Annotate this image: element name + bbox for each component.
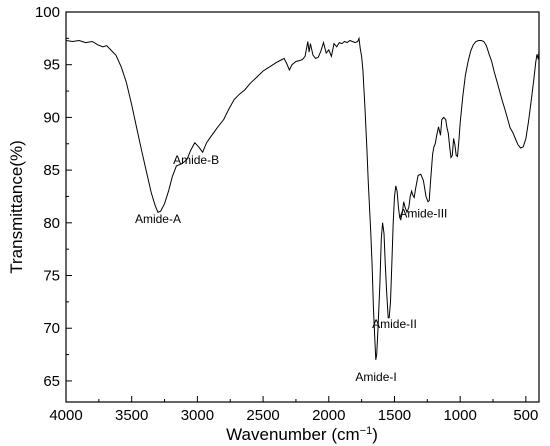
y-tick-label: 65 — [43, 373, 60, 390]
x-tick-label: 4000 — [49, 407, 82, 424]
x-tick-label: 2000 — [312, 407, 345, 424]
y-tick-label: 75 — [43, 268, 60, 285]
annotation-label: Amide-I — [355, 370, 396, 384]
annotation-label: Amide-II — [372, 317, 417, 331]
x-tick-label: 2500 — [246, 407, 279, 424]
annotation-label: Amide-III — [399, 207, 447, 221]
x-tick-label: 1000 — [443, 407, 476, 424]
x-tick-label: 3500 — [115, 407, 148, 424]
axis-ticks: 4000 3500 3000 2500 2000 1500 1000 500 65 70 75 80 8… — [35, 4, 538, 424]
y-tick-label: 90 — [43, 109, 60, 126]
x-tick-label: 1500 — [378, 407, 411, 424]
plot-frame — [65, 11, 540, 403]
y-tick-label: 80 — [43, 215, 60, 232]
peak-annotations: Amide-A Amide-B Amide-I Amide-II Amide-III — [135, 153, 447, 384]
y-tick-label: 85 — [43, 162, 60, 179]
annotation-label: Amide-B — [173, 153, 219, 167]
spectrum-line — [65, 36, 540, 360]
y-tick-label: 100 — [35, 4, 60, 21]
y-axis-title: Transmittance(%) — [7, 140, 26, 274]
x-axis-title-main: Wavenumber (cm — [226, 425, 360, 444]
x-tick-label: 3000 — [181, 407, 214, 424]
x-axis-title-sup: −1 — [360, 425, 373, 437]
x-axis-title-end: ) — [372, 425, 378, 444]
annotation-label: Amide-A — [135, 212, 181, 226]
x-axis-title: Wavenumber (cm−1) — [226, 425, 378, 444]
y-tick-label: 70 — [43, 320, 60, 337]
x-tick-label: 500 — [513, 407, 538, 424]
y-tick-label: 95 — [43, 57, 60, 74]
